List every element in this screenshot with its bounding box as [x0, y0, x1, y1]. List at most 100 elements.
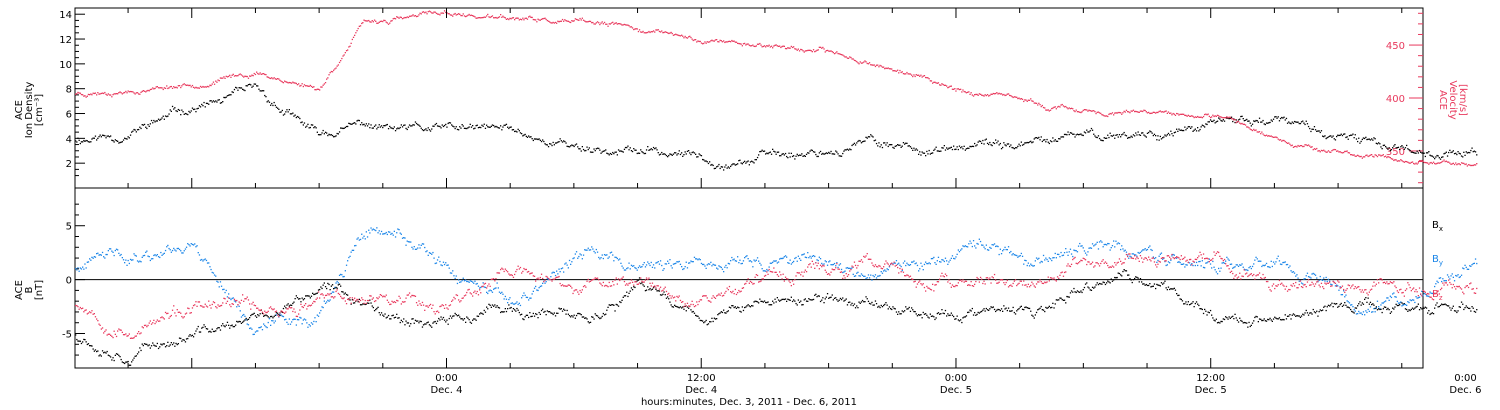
bx-point	[1081, 291, 1083, 294]
density-point	[655, 147, 657, 149]
bx-point	[1300, 315, 1303, 317]
velocity-point	[906, 71, 908, 74]
density-point	[1275, 116, 1277, 118]
velocity-point	[390, 20, 392, 22]
bx-point	[292, 302, 294, 305]
by-point	[424, 246, 426, 249]
velocity-point	[211, 83, 213, 85]
density-point	[1471, 147, 1473, 149]
by-point	[1213, 266, 1215, 268]
by-point	[777, 261, 780, 263]
by-point	[1418, 296, 1421, 298]
density-point	[1042, 139, 1045, 141]
by-point	[915, 262, 917, 264]
bx-point	[937, 312, 940, 314]
bx-point	[1121, 275, 1123, 277]
velocity-point	[1207, 113, 1209, 115]
velocity-point	[337, 64, 339, 66]
bx-point	[124, 362, 126, 365]
density-point	[850, 149, 852, 151]
bx-point	[1373, 304, 1375, 306]
by-point	[363, 235, 365, 237]
density-point	[1000, 148, 1003, 150]
density-point	[291, 113, 293, 115]
density-point	[1329, 135, 1331, 137]
velocity-point	[331, 71, 334, 73]
bx-point	[429, 325, 432, 327]
density-point	[1028, 141, 1031, 143]
bx-point	[1248, 321, 1250, 324]
by-point	[628, 262, 630, 264]
velocity-point	[515, 17, 517, 19]
density-point	[467, 127, 469, 129]
density-point	[100, 136, 102, 138]
bz-point	[142, 327, 144, 329]
density-point	[1260, 121, 1262, 123]
density-point	[586, 146, 588, 148]
bx-point	[554, 315, 557, 317]
by-point	[934, 262, 936, 264]
density-point	[1336, 135, 1338, 138]
velocity-point	[106, 94, 108, 96]
by-point	[850, 268, 852, 270]
bx-point	[1180, 298, 1182, 301]
velocity-point	[740, 43, 742, 45]
by-point	[122, 259, 125, 261]
bx-point	[699, 319, 701, 322]
velocity-point	[224, 77, 226, 79]
velocity-point	[256, 71, 258, 73]
bx-point	[99, 354, 101, 356]
bx-point	[1000, 308, 1003, 310]
velocity-point	[651, 31, 654, 33]
density-point	[861, 141, 864, 143]
by-point	[849, 267, 851, 269]
velocity-point	[586, 21, 588, 23]
bx-point	[577, 312, 579, 315]
by-point	[1408, 301, 1410, 304]
density-point	[341, 127, 343, 129]
by-point	[1383, 301, 1386, 303]
velocity-point	[1098, 112, 1101, 114]
by-point	[268, 318, 271, 320]
velocity-point	[1448, 161, 1450, 163]
velocity-point	[617, 23, 620, 25]
bx-point	[571, 315, 573, 317]
bx-point	[1239, 317, 1241, 319]
velocity-point	[415, 15, 418, 18]
by-point	[885, 270, 887, 272]
bx-point	[422, 324, 425, 326]
by-point	[1164, 260, 1166, 263]
velocity-point	[1330, 151, 1332, 153]
velocity-point	[789, 47, 791, 49]
bx-point	[805, 300, 808, 302]
bx-point	[494, 304, 496, 306]
bx-point	[825, 296, 827, 298]
by-point	[1379, 307, 1381, 310]
by-point	[1049, 258, 1052, 260]
velocity-point	[419, 12, 421, 14]
by-point	[1122, 248, 1124, 250]
velocity-point	[428, 10, 431, 12]
bx-point	[801, 304, 803, 306]
density-point	[542, 139, 544, 141]
by-point	[477, 285, 480, 287]
by-point	[136, 260, 139, 262]
density-point	[280, 111, 282, 113]
bx-point	[845, 298, 847, 300]
density-point	[1094, 135, 1096, 137]
bx-point	[94, 349, 97, 351]
velocity-point	[1346, 150, 1348, 152]
velocity-point	[1034, 102, 1036, 104]
density-point	[676, 154, 678, 156]
density-point	[742, 161, 745, 164]
velocity-point	[1187, 114, 1189, 116]
density-point	[788, 152, 790, 154]
density-point	[412, 124, 414, 126]
velocity-point	[147, 89, 149, 92]
velocity-point	[547, 20, 550, 22]
by-point	[1302, 283, 1304, 285]
velocity-point	[601, 21, 603, 23]
velocity-point	[407, 16, 410, 19]
by-point	[1132, 253, 1135, 255]
velocity-point	[1424, 161, 1426, 164]
